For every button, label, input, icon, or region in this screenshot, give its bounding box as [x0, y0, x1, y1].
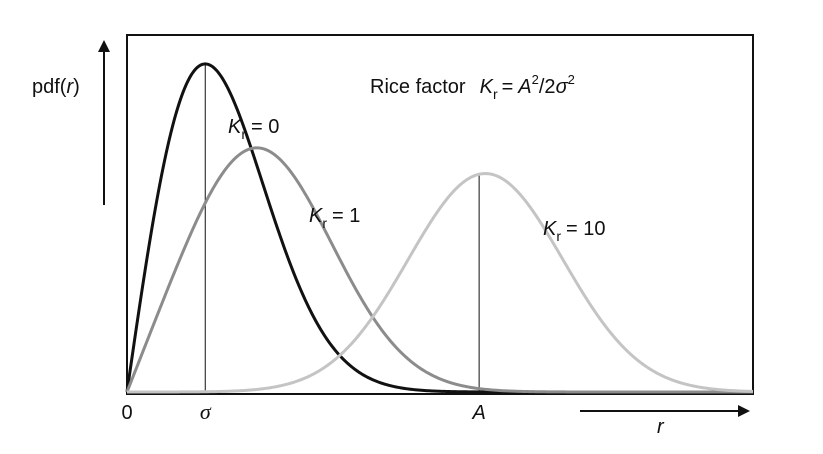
- tick-sigma-label: σ: [200, 399, 212, 424]
- y-axis-label: pdf(r): [32, 76, 80, 98]
- series-label-k1: Kr = 1: [309, 205, 360, 231]
- series-curves: [125, 62, 754, 394]
- plot-frame: [126, 34, 754, 395]
- curve-k1: [125, 146, 753, 394]
- series-label-k10: Kr = 10: [543, 218, 606, 244]
- peak-markers: [204, 63, 480, 392]
- tick-0-label: 0: [121, 402, 132, 424]
- series-label-k0: Kr = 0: [228, 116, 279, 142]
- tick-A-label: A: [471, 402, 485, 424]
- chart-title: Rice factor Kr = A2/2σ2: [370, 72, 575, 102]
- x-axis-label: r: [657, 416, 665, 438]
- curve-k10: [127, 172, 754, 394]
- curve-k0: [125, 62, 753, 394]
- x-tick-labels: 0 σ A: [121, 399, 485, 424]
- series-labels: Kr = 0 Kr = 1 Kr = 10: [228, 116, 606, 244]
